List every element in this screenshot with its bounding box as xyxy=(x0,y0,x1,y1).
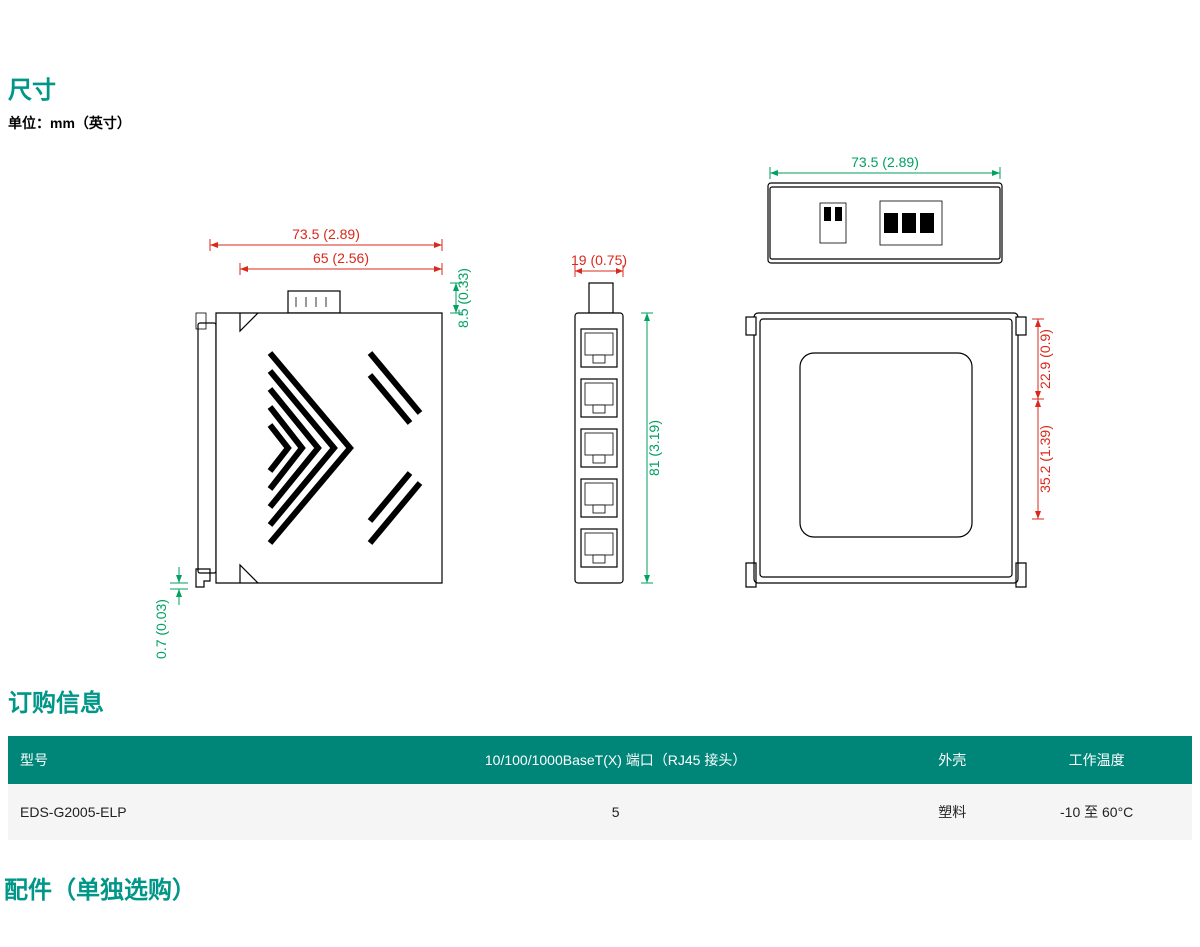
col-temp: 工作温度 xyxy=(1001,736,1192,784)
svg-text:0.7 (0.03): 0.7 (0.03) xyxy=(153,599,169,659)
cell-temp: -10 至 60°C xyxy=(1001,784,1192,840)
svg-text:73.5 (2.89): 73.5 (2.89) xyxy=(851,154,919,170)
svg-text:73.5 (2.89): 73.5 (2.89) xyxy=(292,226,360,242)
col-model: 型号 xyxy=(8,736,328,784)
svg-text:19 (0.75): 19 (0.75) xyxy=(571,252,627,268)
dimension-diagram: 73.5 (2.89) 73.5 (2.89) 65 (2.56) 8.5 (0… xyxy=(0,143,1200,663)
cell-ports: 5 xyxy=(328,784,903,840)
ordering-heading: 订购信息 xyxy=(8,683,1200,718)
svg-text:65 (2.56): 65 (2.56) xyxy=(313,250,369,266)
svg-text:22.9 (0.9): 22.9 (0.9) xyxy=(1037,329,1053,389)
svg-text:8.5 (0.33): 8.5 (0.33) xyxy=(455,268,471,328)
table-row: EDS-G2005-ELP 5 塑料 -10 至 60°C xyxy=(8,784,1192,840)
dimensions-unit-label: 单位：mm（英寸） xyxy=(8,113,1200,133)
table-header-row: 型号 10/100/1000BaseT(X) 端口（RJ45 接头） 外壳 工作… xyxy=(8,736,1192,784)
col-housing: 外壳 xyxy=(903,736,1001,784)
cell-housing: 塑料 xyxy=(903,784,1001,840)
dimensions-heading: 尺寸 xyxy=(8,70,1200,105)
svg-text:81 (3.19): 81 (3.19) xyxy=(646,420,662,476)
cell-model: EDS-G2005-ELP xyxy=(8,784,328,840)
ordering-table: 型号 10/100/1000BaseT(X) 端口（RJ45 接头） 外壳 工作… xyxy=(8,736,1192,840)
col-ports: 10/100/1000BaseT(X) 端口（RJ45 接头） xyxy=(328,736,903,784)
svg-text:35.2 (1.39): 35.2 (1.39) xyxy=(1037,425,1053,493)
accessories-heading: 配件（单独选购） xyxy=(4,870,1200,905)
